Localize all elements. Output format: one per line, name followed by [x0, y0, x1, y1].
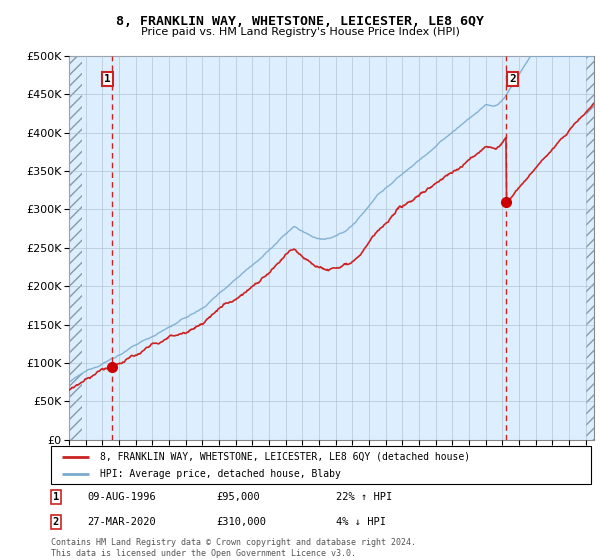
Text: 09-AUG-1996: 09-AUG-1996: [87, 492, 156, 502]
Text: £95,000: £95,000: [216, 492, 260, 502]
Text: 27-MAR-2020: 27-MAR-2020: [87, 517, 156, 527]
Bar: [586, 56, 594, 440]
Text: 8, FRANKLIN WAY, WHETSTONE, LEICESTER, LE8 6QY: 8, FRANKLIN WAY, WHETSTONE, LEICESTER, L…: [116, 15, 484, 28]
Text: Contains HM Land Registry data © Crown copyright and database right 2024.
This d: Contains HM Land Registry data © Crown c…: [51, 538, 416, 558]
Text: 22% ↑ HPI: 22% ↑ HPI: [336, 492, 392, 502]
Text: 2: 2: [509, 74, 516, 84]
Text: Price paid vs. HM Land Registry's House Price Index (HPI): Price paid vs. HM Land Registry's House …: [140, 27, 460, 37]
Text: 2: 2: [53, 517, 59, 527]
Text: 8, FRANKLIN WAY, WHETSTONE, LEICESTER, LE8 6QY (detached house): 8, FRANKLIN WAY, WHETSTONE, LEICESTER, L…: [100, 451, 470, 461]
Text: 4% ↓ HPI: 4% ↓ HPI: [336, 517, 386, 527]
Text: 1: 1: [53, 492, 59, 502]
Text: 1: 1: [104, 74, 111, 84]
Text: HPI: Average price, detached house, Blaby: HPI: Average price, detached house, Blab…: [100, 469, 340, 479]
Bar: [69, 56, 82, 440]
Text: £310,000: £310,000: [216, 517, 266, 527]
